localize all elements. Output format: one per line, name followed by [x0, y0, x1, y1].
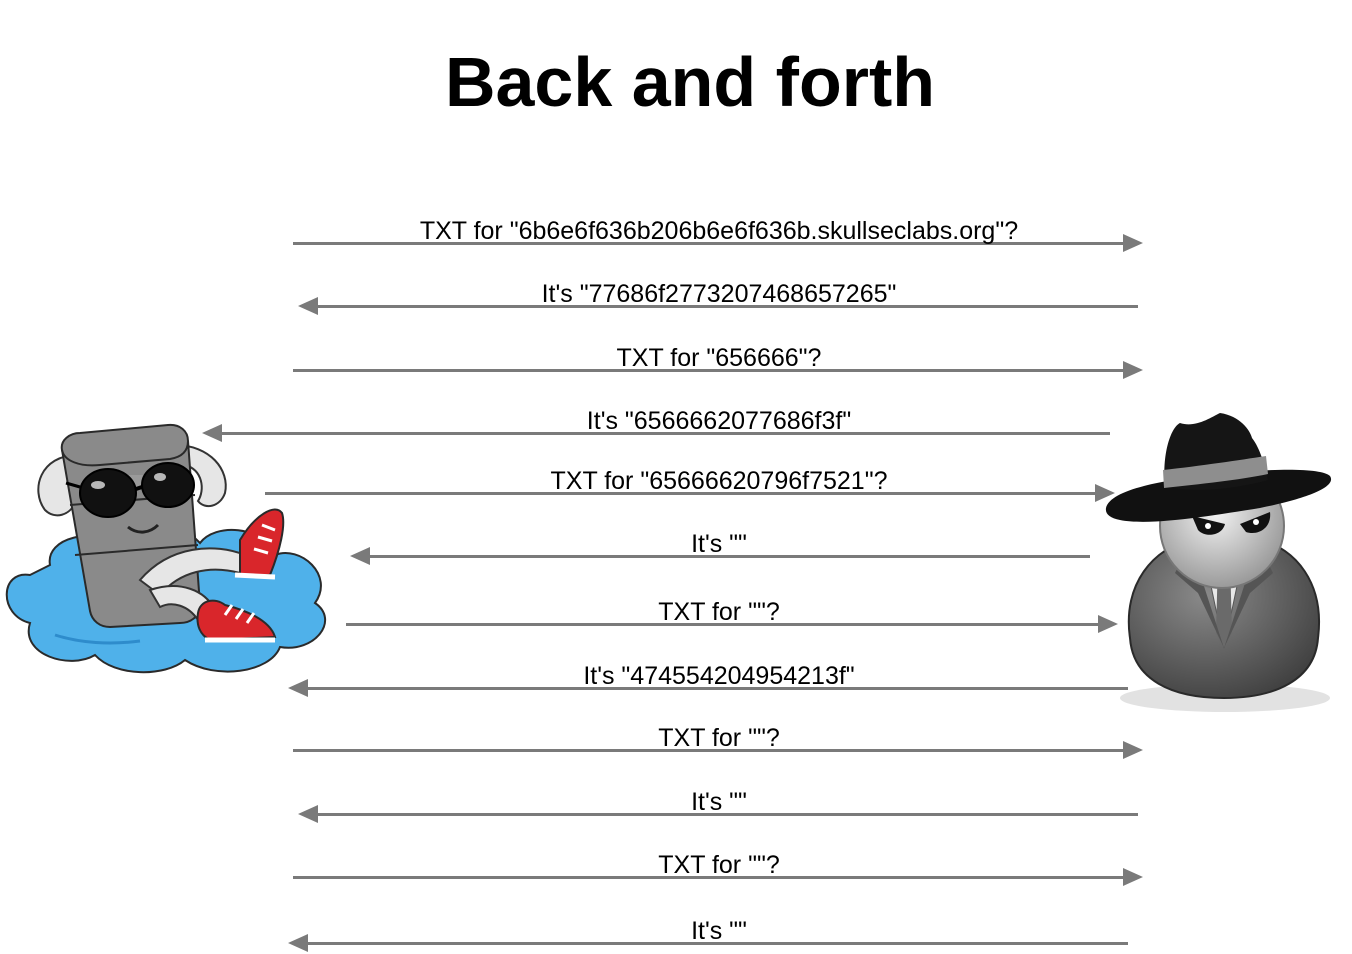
arrow-head-right-icon [1123, 361, 1143, 379]
arrow-line [368, 555, 1090, 558]
message-arrow: It's "" [288, 917, 1128, 954]
arrow-line [293, 876, 1125, 879]
arrow-line [346, 623, 1100, 626]
arrow-head-right-icon [1123, 741, 1143, 759]
message-arrow: It's "6566662077686f3f" [202, 407, 1110, 444]
message-label: TXT for "656666"? [616, 344, 822, 372]
arrow-head-left-icon [288, 679, 308, 697]
message-arrow: TXT for ""? [293, 851, 1143, 888]
arrow-head-right-icon [1098, 615, 1118, 633]
message-label: It's "" [691, 788, 747, 816]
message-label: It's "77686f2773207468657265" [541, 280, 897, 308]
arrow-line [306, 942, 1128, 945]
arrow-line [293, 749, 1125, 752]
message-label: TXT for ""? [658, 724, 780, 752]
arrow-line [265, 492, 1097, 495]
relaxing-server-on-cloud-icon [5, 423, 327, 674]
arrow-head-right-icon [1095, 484, 1115, 502]
arrow-head-left-icon [298, 297, 318, 315]
message-arrow: It's "" [298, 788, 1138, 825]
message-arrow: It's "" [350, 530, 1090, 567]
spy-with-hat-icon [1105, 413, 1332, 712]
message-label: TXT for "6b6e6f636b206b6e6f636b.skullsec… [419, 217, 1019, 245]
message-arrow: TXT for "65666620796f7521"? [265, 467, 1115, 504]
message-label: It's "" [691, 917, 747, 945]
arrow-line [293, 369, 1125, 372]
message-label: It's "6566662077686f3f" [586, 407, 852, 435]
arrow-head-right-icon [1123, 868, 1143, 886]
message-arrow: TXT for "656666"? [293, 344, 1143, 381]
arrow-line [306, 687, 1128, 690]
arrow-head-left-icon [202, 424, 222, 442]
arrow-head-left-icon [288, 934, 308, 952]
arrow-head-left-icon [350, 547, 370, 565]
arrow-line [293, 242, 1125, 245]
arrow-head-right-icon [1123, 234, 1143, 252]
message-arrow: It's "77686f2773207468657265" [298, 280, 1138, 317]
message-arrow: It's "474554204954213f" [288, 662, 1128, 699]
arrow-line [316, 305, 1138, 308]
arrow-line [220, 432, 1110, 435]
message-label: TXT for "65666620796f7521"? [550, 467, 888, 495]
message-label: TXT for ""? [658, 851, 780, 879]
arrow-head-left-icon [298, 805, 318, 823]
message-arrow: TXT for "6b6e6f636b206b6e6f636b.skullsec… [293, 217, 1143, 254]
message-label: TXT for ""? [658, 598, 780, 626]
message-arrow: TXT for ""? [293, 724, 1143, 761]
message-arrow: TXT for ""? [346, 598, 1118, 635]
message-label: It's "" [691, 530, 747, 558]
arrow-line [316, 813, 1138, 816]
message-label: It's "474554204954213f" [583, 662, 855, 690]
slide-title: Back and forth [444, 43, 936, 121]
